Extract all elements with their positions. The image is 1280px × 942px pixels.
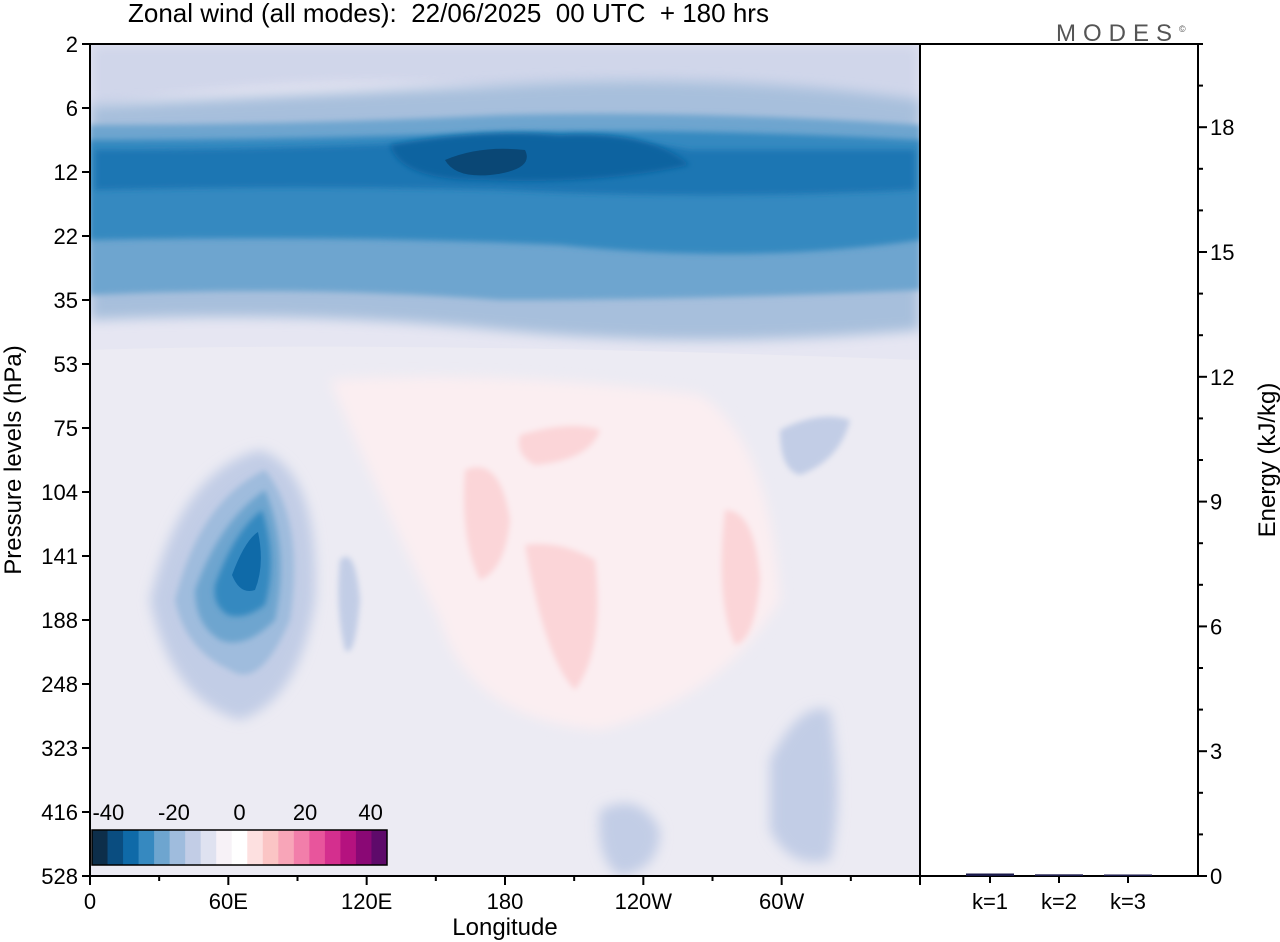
y-tick-label: 104 <box>41 480 78 505</box>
colorbar-swatch <box>340 830 357 865</box>
y-tick-label: 323 <box>41 736 78 761</box>
pressure-axis: 2 6 12 22 35 53 75 104 141 188 248 323 416 528 <box>41 32 90 889</box>
energy-tick-label: 3 <box>1210 739 1222 764</box>
x-tick-label: 180 <box>487 889 524 914</box>
y-tick-label: 75 <box>54 416 78 441</box>
x-tick-label: 120W <box>615 889 673 914</box>
colorbar-tick-label: 40 <box>358 800 382 825</box>
energy-bar <box>1035 874 1083 876</box>
energy-tick-label: 0 <box>1210 864 1222 889</box>
energy-bar <box>1104 874 1152 876</box>
colorbar-swatch <box>247 830 264 865</box>
colorbar-swatch <box>154 830 171 865</box>
y-tick-label: 141 <box>41 544 78 569</box>
x-tick-label: 120E <box>341 889 392 914</box>
colorbar-swatch <box>355 830 372 865</box>
energy-category-label: k=1 <box>972 889 1008 914</box>
colorbar-swatch <box>123 830 140 865</box>
x-axis-label: Longitude <box>452 914 557 941</box>
y-tick-label: 528 <box>41 864 78 889</box>
energy-tick-label: 18 <box>1210 115 1234 140</box>
colorbar-tick-label: -40 <box>92 800 124 825</box>
y-tick-label: 22 <box>54 224 78 249</box>
y-tick-label: 416 <box>41 800 78 825</box>
energy-category-label: k=3 <box>1110 889 1146 914</box>
x-tick-label: 0 <box>84 889 96 914</box>
energy-tick-label: 6 <box>1210 614 1222 639</box>
colorbar-swatch <box>262 830 279 865</box>
y-tick-label: 35 <box>54 288 78 313</box>
colorbar-swatch <box>309 830 326 865</box>
energy-tick-label: 15 <box>1210 240 1234 265</box>
colorbar-frame <box>91 829 388 866</box>
colorbar-swatch <box>293 830 310 865</box>
heatmap-panel <box>90 44 920 876</box>
colorbar-swatch <box>278 830 295 865</box>
colorbar-swatch <box>169 830 186 865</box>
x-tick-label: 60W <box>759 889 804 914</box>
y-tick-label: 2 <box>66 32 78 57</box>
energy-bars: k=1 k=2 k=3 <box>966 873 1152 914</box>
colorbar-swatch <box>107 830 124 865</box>
chart-title: Zonal wind (all modes): 22/06/2025 00 UT… <box>128 0 769 28</box>
y-tick-label: 53 <box>54 352 78 377</box>
colorbar-swatch <box>185 830 202 865</box>
colorbar-swatch <box>200 830 217 865</box>
energy-tick-label: 9 <box>1210 490 1222 515</box>
x-tick-label: 60E <box>209 889 248 914</box>
colorbar-tick-label: 20 <box>293 800 317 825</box>
colorbar-swatch <box>324 830 341 865</box>
colorbar-swatch <box>231 830 248 865</box>
energy-panel <box>919 43 1199 877</box>
y-tick-label: 248 <box>41 672 78 697</box>
energy-category-label: k=2 <box>1041 889 1077 914</box>
y-axis-label: Pressure levels (hPa) <box>0 345 27 574</box>
colorbar-swatch <box>371 830 388 865</box>
brand-logo: MODES© <box>1056 20 1186 47</box>
colorbar-swatch <box>138 830 155 865</box>
colorbar-swatch <box>92 830 109 865</box>
energy-axis-label: Energy (kJ/kg) <box>1254 383 1280 538</box>
colorbar-tick-label: 0 <box>233 800 245 825</box>
longitude-axis: 0 60E 120E 180 120W 60W <box>84 876 921 914</box>
y-tick-label: 6 <box>66 96 78 121</box>
energy-axis: 0 3 6 9 12 15 18 <box>1198 43 1234 889</box>
y-tick-label: 12 <box>54 160 78 185</box>
colorbar-swatch <box>216 830 233 865</box>
energy-bar <box>966 873 1014 876</box>
energy-tick-label: 12 <box>1210 365 1234 390</box>
y-tick-label: 188 <box>41 608 78 633</box>
colorbar-tick-label: -20 <box>158 800 190 825</box>
colorbar: -40 -20 0 20 40 <box>91 800 388 866</box>
